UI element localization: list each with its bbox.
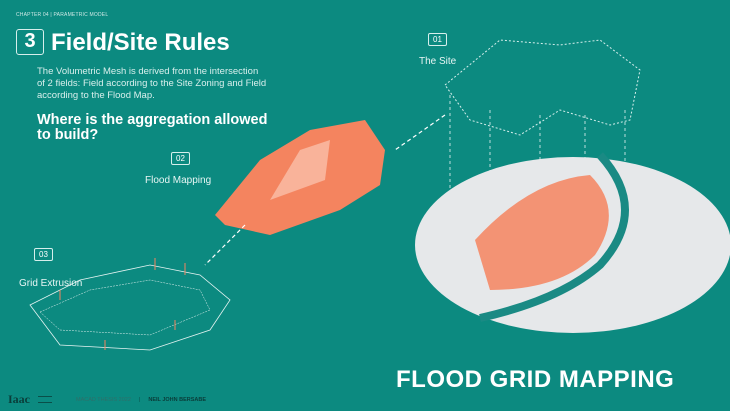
section-number: 3 bbox=[16, 29, 44, 55]
step-01-label: The Site bbox=[419, 56, 457, 67]
headline: FLOOD GRID MAPPING bbox=[396, 366, 675, 393]
arrows bbox=[204, 114, 446, 266]
flood-map-inner bbox=[270, 140, 330, 200]
footer: Iaac MACAD THESIS 2022 | NEIL JOHN BERSA… bbox=[8, 392, 206, 407]
step-02-badge: 02 bbox=[171, 152, 190, 165]
footer-separator: | bbox=[138, 396, 141, 403]
extrusion-markers bbox=[59, 258, 186, 350]
logo-lines-icon bbox=[38, 396, 52, 403]
grid-extrusion bbox=[29, 264, 231, 351]
step-03-badge: 03 bbox=[34, 248, 53, 261]
chapter-label: CHAPTER 04 | PARAMETRIC MODEL bbox=[16, 12, 109, 18]
description: The Volumetric Mesh is derived from the … bbox=[37, 66, 267, 101]
thesis-label: MACAD THESIS 2022 bbox=[76, 396, 131, 403]
iaac-logo: Iaac bbox=[8, 392, 30, 406]
step-01-badge: 01 bbox=[428, 33, 447, 46]
author-name: NEIL JOHN BERSABE bbox=[148, 396, 207, 403]
river bbox=[479, 152, 629, 322]
page-title: Field/Site Rules bbox=[51, 29, 230, 56]
question-heading: Where is the aggregation allowed to buil… bbox=[37, 112, 268, 143]
step-02-label: Flood Mapping bbox=[145, 175, 212, 186]
site-outline bbox=[444, 39, 641, 136]
flood-zone-on-model bbox=[475, 175, 609, 290]
step-03-label: Grid Extrusion bbox=[19, 278, 83, 289]
